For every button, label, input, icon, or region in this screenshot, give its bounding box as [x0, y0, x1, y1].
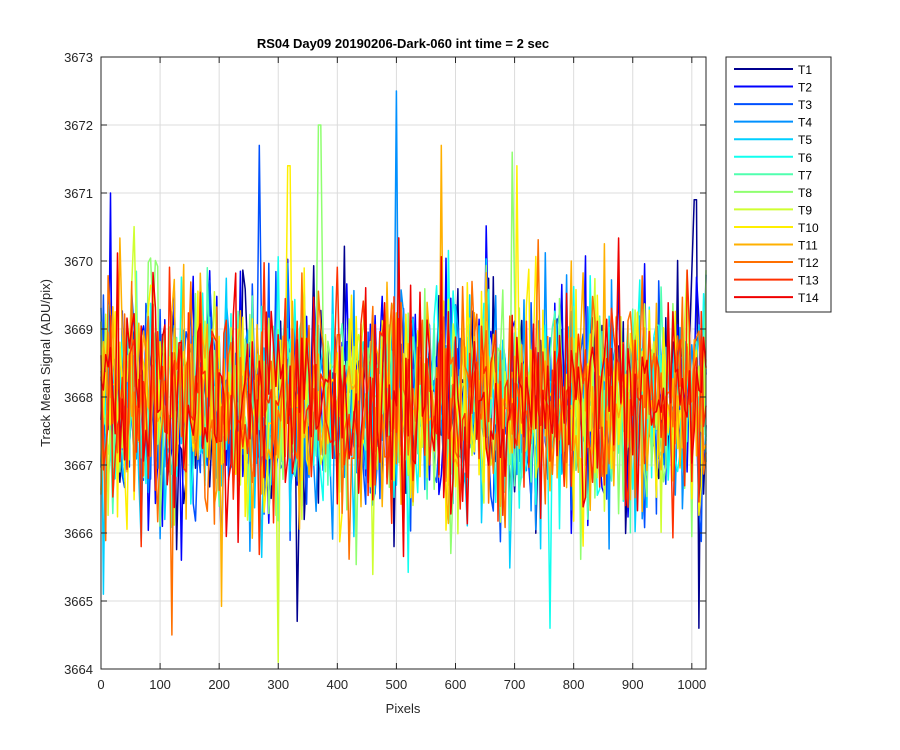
legend-label-t6: T6 — [798, 151, 812, 165]
y-tick-label: 3665 — [64, 594, 93, 609]
y-tick-label: 3668 — [64, 390, 93, 405]
series-line-t14 — [100, 237, 707, 558]
legend-label-t10: T10 — [798, 221, 819, 235]
x-tick-label: 100 — [149, 677, 171, 692]
y-tick-label: 3669 — [64, 322, 93, 337]
x-tick-label: 200 — [208, 677, 230, 692]
x-tick-label: 1000 — [677, 677, 706, 692]
y-tick-label: 3672 — [64, 118, 93, 133]
y-tick-label: 3666 — [64, 526, 93, 541]
legend: T1 T2 T3 T4 T5 T6 T7 T8 T9 T10 T11 T12 T13 T14 — [725, 56, 832, 313]
legend-label-t13: T13 — [798, 274, 819, 288]
y-tick-label: 3673 — [64, 50, 93, 65]
x-tick-label: 500 — [386, 677, 408, 692]
data-series-lines — [100, 90, 707, 663]
legend-label-t1: T1 — [798, 63, 812, 77]
chart-title: RS04 Day09 20190206-Dark-060 int time = … — [257, 36, 549, 51]
x-tick-label: 0 — [97, 677, 104, 692]
y-tick-label: 3664 — [64, 662, 93, 677]
legend-label-t4: T4 — [798, 116, 812, 130]
x-tick-label: 700 — [504, 677, 526, 692]
legend-label-t12: T12 — [798, 256, 819, 270]
axes-frame — [100, 56, 707, 670]
legend-items: T1 T2 T3 T4 T5 T6 T7 T8 T9 T10 T11 T12 T13 T14 — [734, 63, 819, 305]
axis-ticks: 0 100 200 300 400 500 600 700 800 900 1000 3664 3665… — [64, 50, 706, 692]
legend-label-t5: T5 — [798, 133, 812, 147]
legend-box — [725, 56, 832, 313]
x-tick-label: 800 — [563, 677, 585, 692]
legend-label-t3: T3 — [798, 98, 812, 112]
x-tick-label: 900 — [622, 677, 644, 692]
x-tick-label: 600 — [445, 677, 467, 692]
x-tick-label: 400 — [326, 677, 348, 692]
x-tick-label: 300 — [267, 677, 289, 692]
legend-label-t8: T8 — [798, 186, 812, 200]
y-tick-label: 3671 — [64, 186, 93, 201]
y-tick-label: 3667 — [64, 458, 93, 473]
legend-label-t9: T9 — [798, 203, 812, 217]
legend-label-t7: T7 — [798, 168, 812, 182]
legend-label-t14: T14 — [798, 291, 819, 305]
y-tick-label: 3670 — [64, 254, 93, 269]
x-axis-label: Pixels — [386, 701, 421, 716]
legend-label-t11: T11 — [798, 239, 818, 253]
legend-label-t2: T2 — [798, 81, 812, 95]
plot-area: 0 100 200 300 400 500 600 700 800 900 1000 3664 3665… — [64, 50, 707, 692]
y-axis-label: Track Mean Signal (ADU/pix) — [38, 279, 53, 447]
